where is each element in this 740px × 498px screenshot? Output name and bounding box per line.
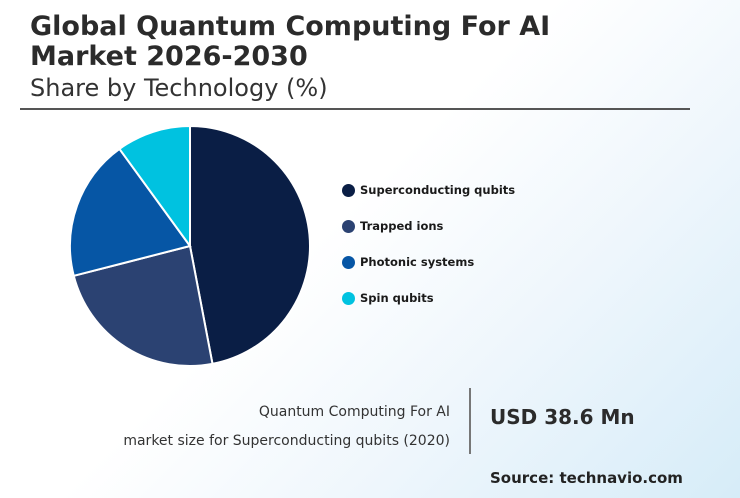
title-divider [20, 108, 690, 110]
stat-divider [469, 388, 471, 454]
legend-label: Spin qubits [360, 291, 434, 305]
pie-slice-trapped-ions [72, 244, 214, 367]
stat-label: Quantum Computing For AI market size for… [123, 398, 450, 456]
legend-item: Photonic systems [342, 244, 515, 280]
stat-label-line1: Quantum Computing For AI [258, 404, 450, 420]
legend-swatch [342, 219, 355, 233]
legend-item: Trapped ions [342, 208, 515, 244]
chart-title-line1: Global Quantum Computing For AI [30, 11, 551, 42]
stat-value: USD 38.6 Mn [490, 405, 635, 429]
pie-slice-superconducting-qubits [189, 124, 311, 366]
pie-slice-spin-qubits [118, 124, 191, 250]
legend-label: Photonic systems [360, 255, 475, 269]
chart-title-line2: Market 2026-2030 [30, 41, 308, 72]
legend-swatch [342, 291, 355, 305]
chart-subtitle: Share by Technology (%) [30, 74, 328, 102]
chart-legend: Superconducting qubits Trapped ions Photon… [342, 172, 515, 316]
legend-label: Superconducting qubits [360, 183, 516, 197]
legend-label: Trapped ions [360, 219, 444, 233]
chart-title: Global Quantum Computing For AI Market 2… [30, 12, 550, 72]
pie-slice-photonic-systems [69, 147, 192, 278]
legend-swatch [342, 255, 355, 269]
source-credit: Source: technavio.com [490, 469, 683, 487]
stat-label-line2: market size for Superconducting qubits (… [123, 433, 450, 449]
pie-chart [69, 124, 311, 367]
legend-item: Spin qubits [342, 280, 515, 316]
legend-swatch [342, 183, 355, 197]
legend-item: Superconducting qubits [342, 172, 515, 208]
